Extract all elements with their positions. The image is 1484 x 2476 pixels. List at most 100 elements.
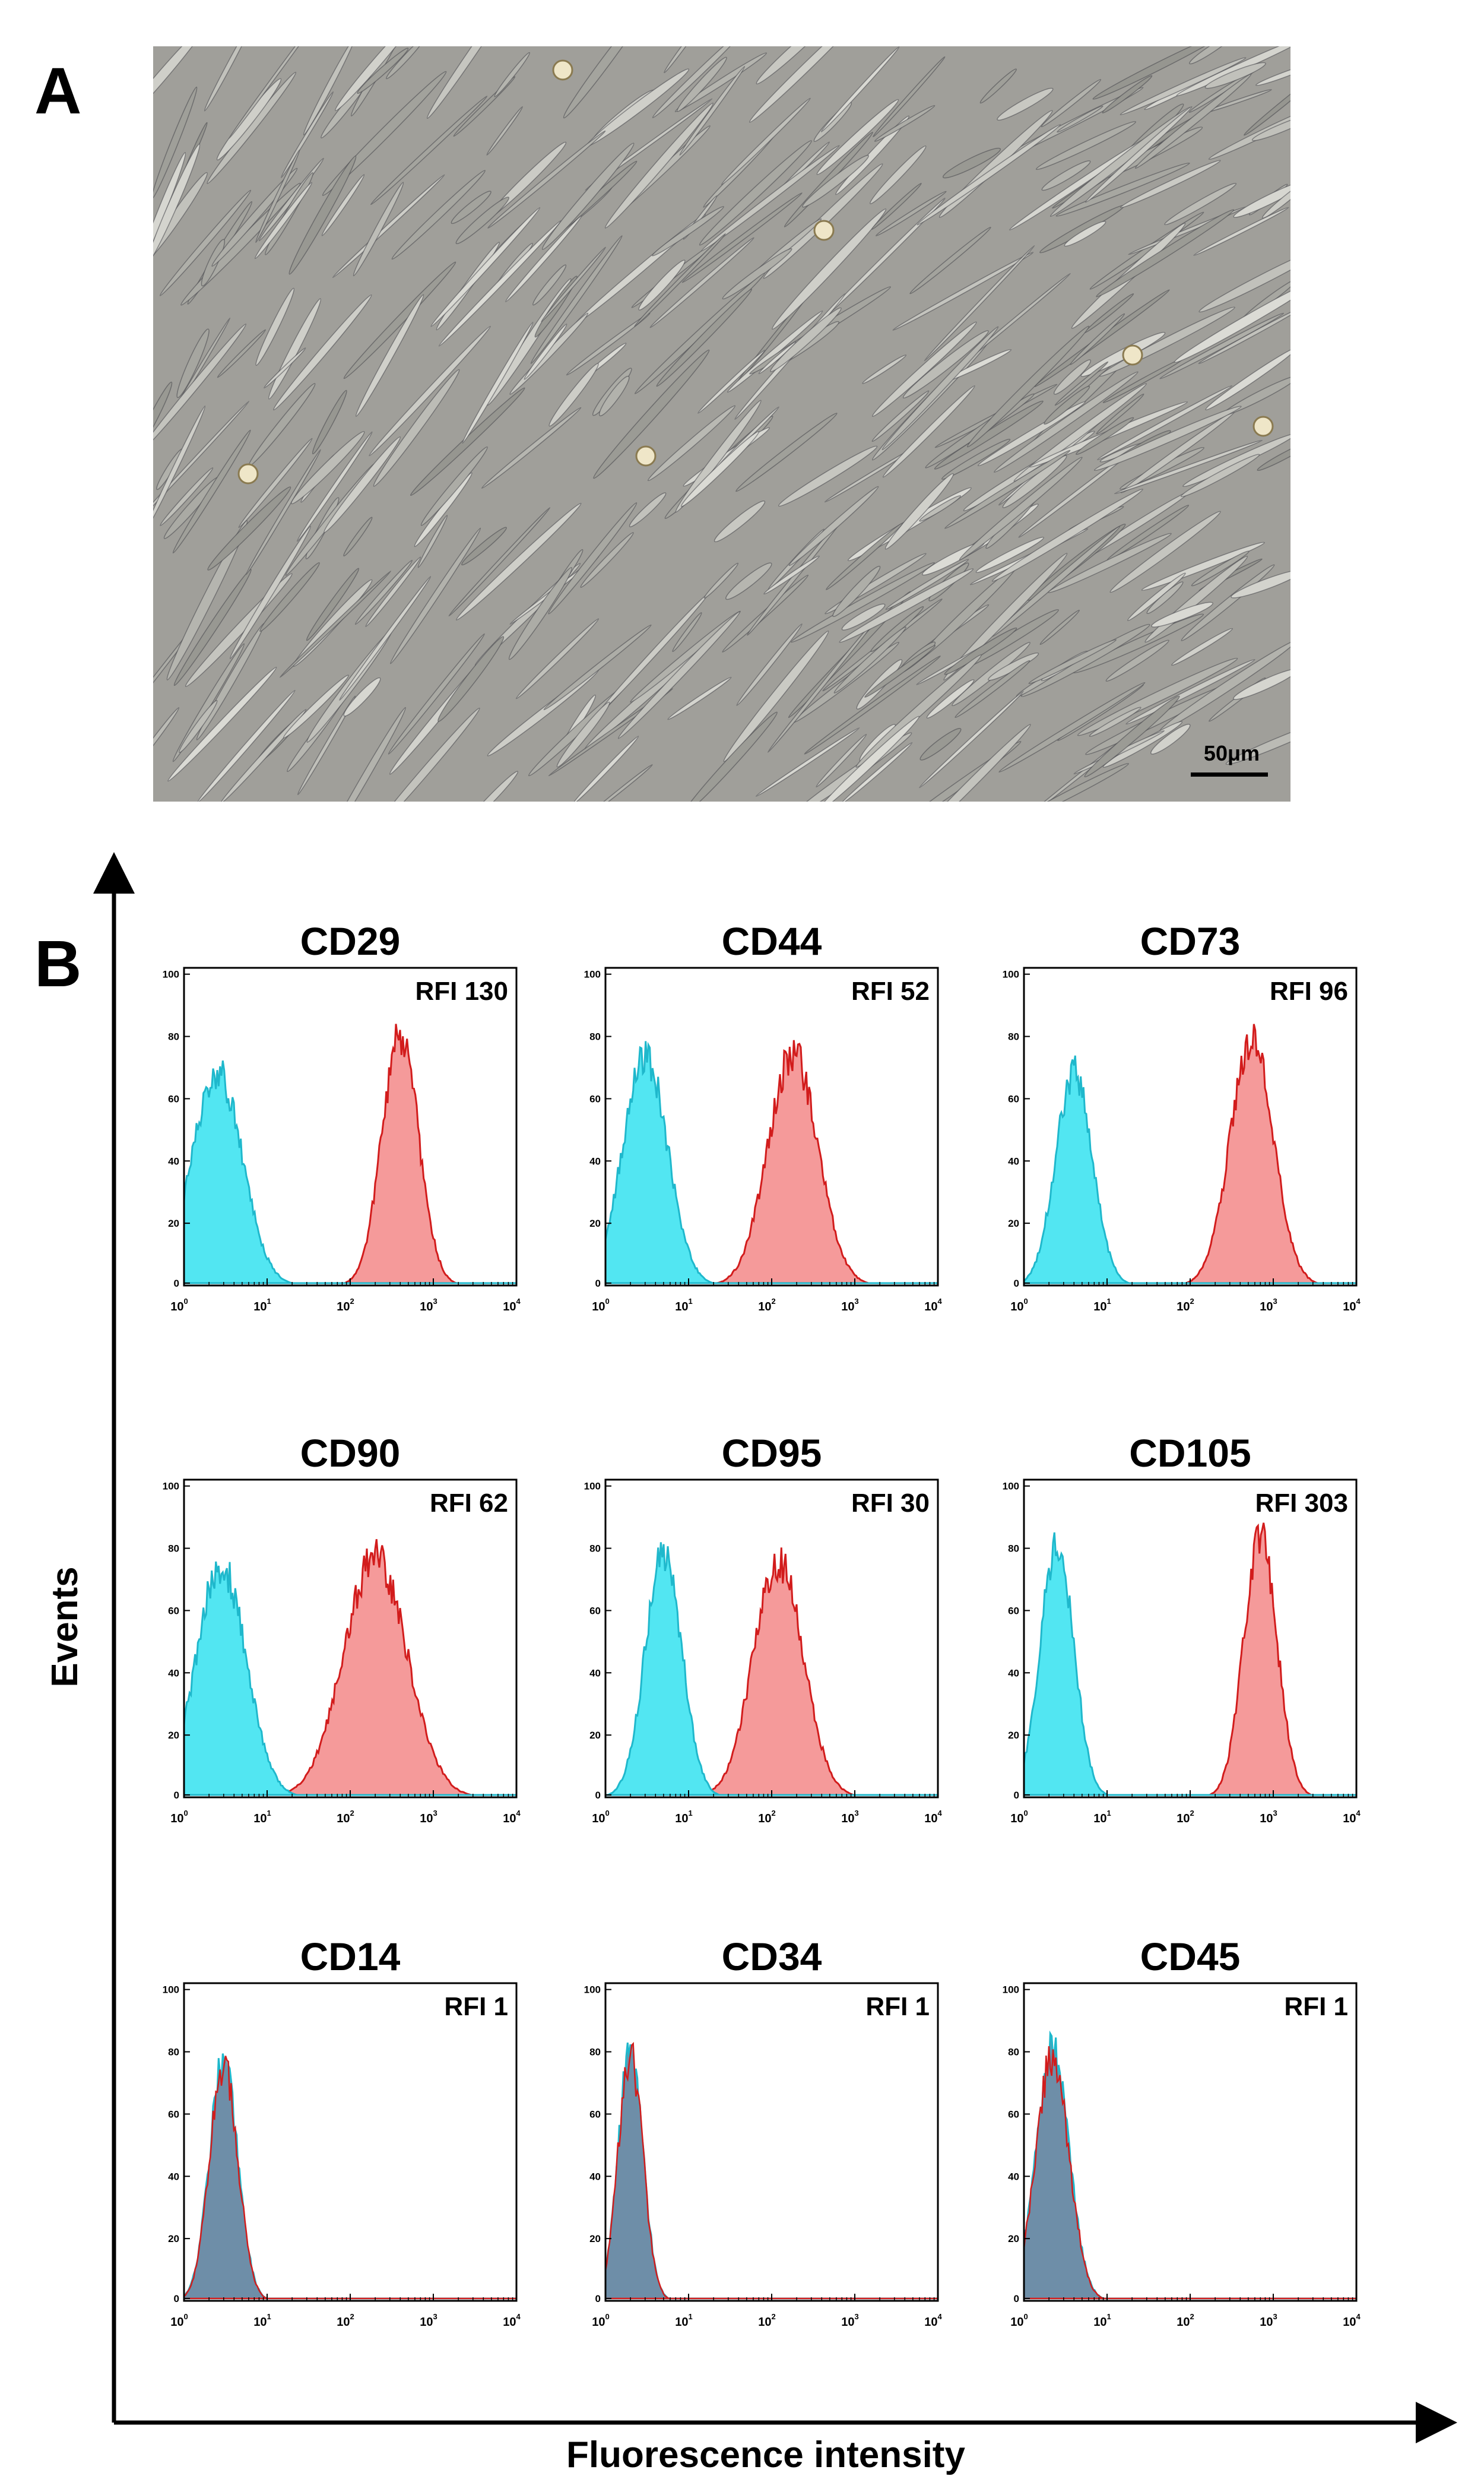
rfi-label: RFI 1 [1284,1992,1348,2021]
rounded-cell [237,463,259,485]
cell-shape [288,156,357,275]
cell-shape [217,329,267,378]
cell-shape [758,341,797,375]
y-tick-label: 80 [589,1543,601,1554]
cell-shape [1120,160,1221,208]
cell-shape [505,215,582,302]
y-tick-label: 0 [1014,2293,1019,2304]
cell-shape [667,676,732,720]
cell-shape [816,99,899,175]
cell-shape [862,354,907,384]
cell-shape [634,233,726,327]
cell-shape [804,656,941,755]
cell-shape [864,645,936,698]
cell-shape [1150,724,1191,755]
cell-shape [1244,70,1290,136]
rfi-label: RFI 130 [415,977,508,1006]
y-axis-label: Events [45,1566,85,1687]
cell-shape [873,56,946,138]
y-tick-label: 100 [584,1481,601,1492]
x-tick-label: 103 [420,2312,437,2329]
y-tick-label: 0 [595,2293,601,2304]
y-tick-label: 20 [589,2233,601,2244]
y-tick-label: 80 [1008,2047,1019,2058]
cell-shape [1109,511,1221,593]
cell-shape [1053,359,1092,395]
y-tick-label: 0 [174,2293,179,2304]
cell-shape [268,298,322,400]
cell-shape [153,86,198,200]
cell-shape [437,636,505,722]
cell-shape [736,623,803,706]
cell-shape [593,349,710,479]
cell-shape [672,612,702,653]
y-tick-label: 100 [163,1481,179,1492]
cell-shape [832,565,881,618]
cell-shape [959,457,1083,561]
y-tick-label: 20 [589,1218,601,1229]
panel-b-label: B [34,927,82,1000]
x-tick-label: 103 [1260,2312,1277,2329]
y-tick-label: 40 [168,1155,179,1167]
cell-shape [173,569,252,686]
cell-shape [699,140,812,246]
cell-shape [966,325,1090,448]
cell-shape [835,115,910,195]
cell-shape [802,154,870,208]
cell-shape [1096,393,1144,435]
x-tick-label: 100 [592,1297,609,1313]
rfi-label: RFI 30 [851,1489,930,1518]
x-tick-label: 102 [758,1809,775,1825]
cell-shape [629,492,667,527]
cell-shape [825,523,903,590]
cell-shape [357,48,409,94]
x-tick-label: 100 [592,2312,609,2329]
cell-shape [160,467,214,526]
cell-shape [681,192,803,283]
cell-shape [1057,105,1104,133]
y-tick-label: 80 [589,1031,601,1043]
cell-shape [426,46,515,119]
cell-shape [204,46,254,112]
y-tick-label: 0 [1014,1790,1019,1801]
y-tick-label: 80 [1008,1031,1019,1043]
cell-shape [763,555,820,595]
cell-shape [153,143,201,264]
cell-shape [1015,763,1129,802]
cell-shape [207,486,291,571]
cell-shape [343,517,373,557]
cell-shape [598,375,630,417]
cell-shape [652,206,724,257]
cell-shape [1141,542,1265,591]
cell-shape [1002,455,1067,508]
cell-shape [871,183,922,230]
histogram-cd44: CD44 RFI 52 0 20 40 60 80 100 100 101 102 103 104 [584,919,943,1313]
x-tick-label: 102 [337,1809,354,1825]
cell-shape [296,431,373,542]
cell-shape [456,502,582,620]
cell-shape [1180,454,1260,498]
histogram-title: CD90 [300,1431,401,1475]
cell-shape [464,771,519,802]
marker-histogram [1023,2046,1356,2300]
rounded-cell [813,220,835,241]
cell-shape [1198,306,1290,365]
cell-shape [885,559,969,610]
cell-shape [652,46,745,118]
cell-shape [1093,406,1242,471]
cell-shape [697,349,766,414]
y-tick-label: 40 [1008,1155,1019,1167]
rfi-label: RFI 1 [444,1992,508,2021]
cell-shape [259,562,320,632]
y-tick-label: 40 [1008,1667,1019,1679]
cell-shape [264,347,306,389]
x-tick-label: 103 [420,1297,437,1313]
micrograph-image [153,46,1290,802]
cell-shape [1231,569,1290,599]
x-tick-label: 104 [503,1297,521,1313]
cell-shape [871,390,930,442]
isotype-histogram [605,1542,938,1796]
cell-shape [855,654,982,768]
cell-shape [530,235,623,364]
histogram-title: CD29 [300,919,401,963]
